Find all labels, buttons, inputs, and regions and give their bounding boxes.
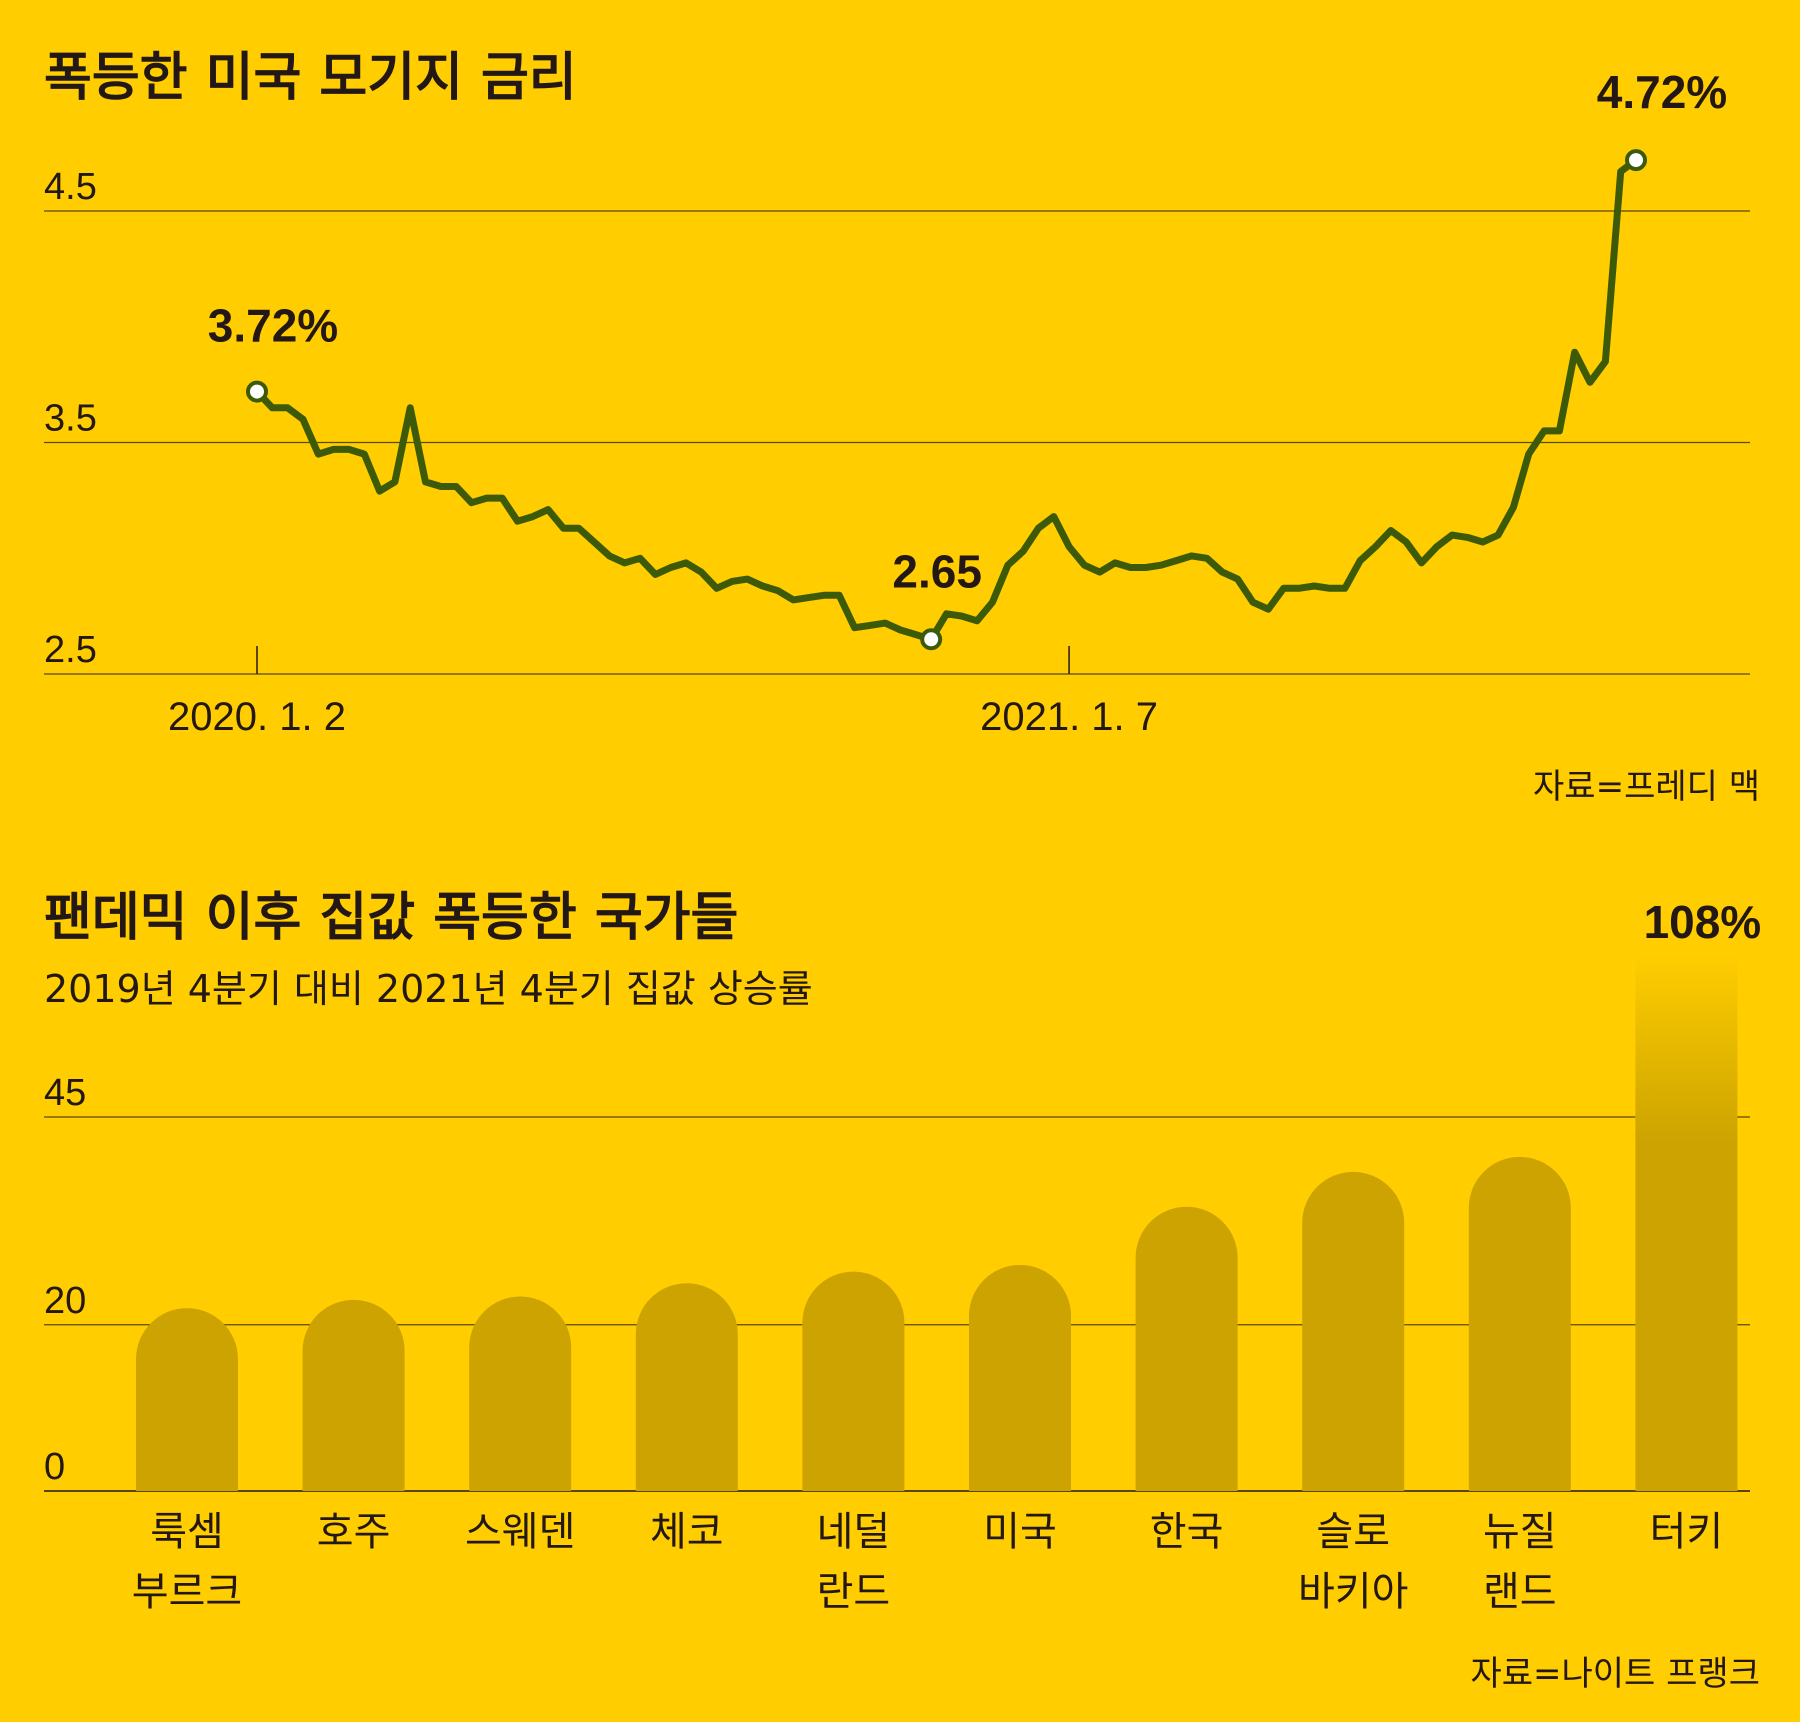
line-point-first — [246, 380, 268, 403]
bar-4 — [802, 1271, 905, 1491]
bar-category-label-4-0: 네덜 — [817, 1509, 891, 1555]
bar-2 — [469, 1296, 572, 1491]
bar-category-label-2-0: 스웨덴 — [465, 1509, 575, 1555]
bar-chart-source: 자료=나이트 프랭크 — [1470, 1654, 1760, 1694]
line-chart-annotations: 3.72% 2.65 4.72% — [208, 66, 1727, 651]
bar-chart-y-ticks: 45 20 0 — [44, 1072, 86, 1488]
bar-category-label-9-0: 터키 — [1650, 1509, 1724, 1555]
line-chart-grid — [44, 210, 1750, 675]
line-label-last: 4.72% — [1597, 66, 1727, 118]
line-x-tick-1: 2021. 1. 7 — [980, 695, 1158, 739]
bar-0 — [136, 1308, 238, 1491]
bar-category-label-3-0: 체코 — [650, 1509, 724, 1555]
line-y-tick-4.5: 4.5 — [44, 166, 97, 208]
bar-category-label-8-1: 랜드 — [1483, 1569, 1557, 1615]
line-x-tick-0: 2020. 1. 2 — [168, 695, 346, 739]
bar-5 — [969, 1264, 1071, 1491]
line-chart-title: 폭등한 미국 모기지 금리 — [44, 48, 577, 108]
bar-chart-subtitle: 2019년 4분기 대비 2021년 4분기 집값 상승률 — [44, 967, 813, 1011]
line-point-min — [920, 628, 943, 651]
bar-8 — [1468, 1156, 1571, 1491]
line-chart-source: 자료=프레디 맥 — [1533, 767, 1760, 807]
bar-value-label-9: 108% — [1644, 896, 1762, 948]
bar-1 — [302, 1299, 405, 1491]
bar-9 — [1635, 955, 1738, 1491]
line-label-first: 3.72% — [208, 300, 338, 352]
bar-y-tick-20: 20 — [44, 1280, 86, 1322]
bar-3 — [635, 1283, 738, 1491]
bar-7 — [1302, 1171, 1405, 1491]
line-point-last — [1625, 149, 1647, 172]
bar-category-label-7-0: 슬로 — [1316, 1509, 1390, 1555]
bar-y-tick-45: 45 — [44, 1072, 86, 1114]
bar-y-tick-0: 0 — [44, 1446, 65, 1488]
bar-category-label-0-0: 룩셈 — [150, 1509, 224, 1555]
bar-chart-bars — [136, 955, 1738, 1491]
bar-category-label-0-1: 부르크 — [132, 1569, 242, 1615]
mortgage-rate-line — [253, 156, 1640, 643]
bar-chart-title: 팬데믹 이후 집값 폭등한 국가들 — [44, 888, 738, 948]
bar-category-label-5-0: 미국 — [983, 1509, 1057, 1555]
line-y-tick-2.5: 2.5 — [44, 629, 97, 671]
bar-category-label-4-1: 란드 — [817, 1569, 891, 1615]
bar-category-label-8-0: 뉴질 — [1483, 1509, 1557, 1555]
bar-category-label-1-0: 호주 — [317, 1509, 391, 1555]
line-label-min: 2.65 — [892, 545, 982, 597]
bar-category-label-7-1: 바키아 — [1298, 1569, 1408, 1615]
bar-category-label-6-0: 한국 — [1150, 1509, 1224, 1555]
line-y-tick-3.5: 3.5 — [44, 398, 97, 440]
bar-6 — [1135, 1206, 1238, 1491]
line-chart-y-ticks: 4.5 3.5 2.5 — [44, 166, 97, 671]
